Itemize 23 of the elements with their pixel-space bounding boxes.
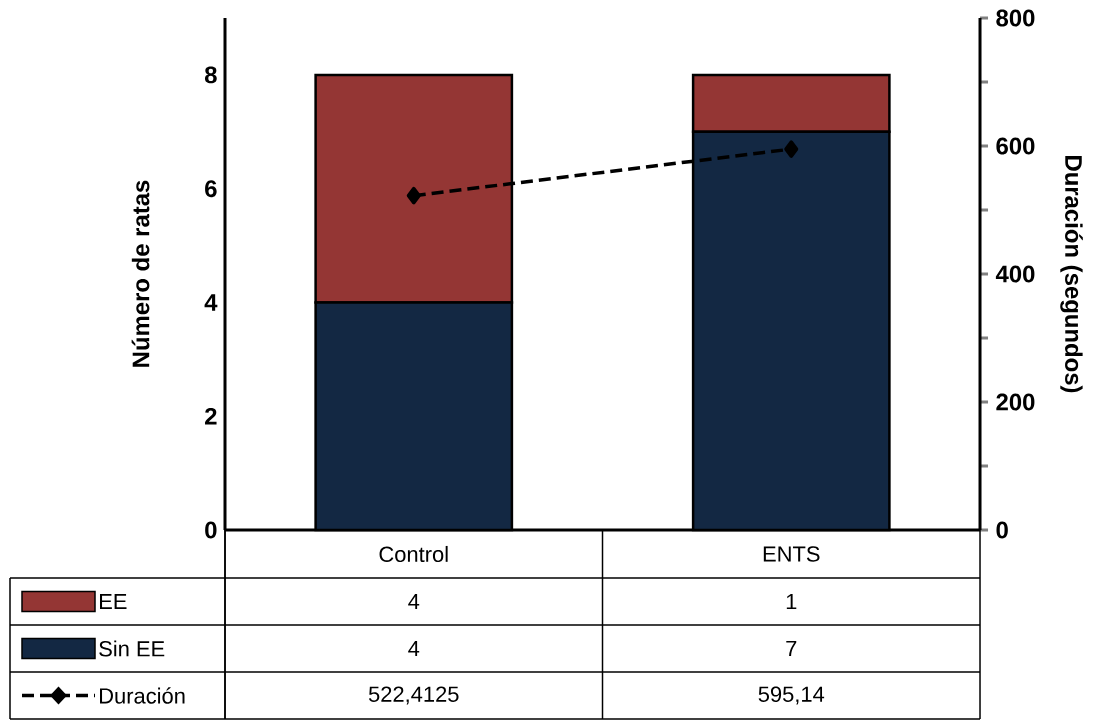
data-label: 1 xyxy=(786,593,797,610)
y-tick-label: 8 xyxy=(204,66,217,84)
y-tick-label: 4 xyxy=(204,294,218,311)
data-label: 7 xyxy=(786,640,797,657)
data-label: 522,4125 xyxy=(368,686,459,705)
legend-label: Sin EE xyxy=(99,640,165,657)
x-tick-label: ENTS xyxy=(763,546,820,562)
y-tick-label: 0 xyxy=(205,521,217,539)
data-label: 4 xyxy=(408,593,420,610)
y2-axis-title: Duración (segundos) xyxy=(1060,156,1083,393)
y2-tick-label: 400 xyxy=(995,265,1035,283)
legend-label: EE xyxy=(100,593,127,610)
legend-label: Duración xyxy=(100,687,185,704)
data-label: 4 xyxy=(408,640,420,657)
y-axis-title: Número de ratas xyxy=(131,180,150,367)
x-tick-label: Control xyxy=(379,545,448,563)
y2-tick-label: 0 xyxy=(996,521,1008,539)
y2-tick-label: 800 xyxy=(996,9,1035,27)
y2-tick-label: 600 xyxy=(996,137,1035,155)
y2-tick-label: 200 xyxy=(996,393,1035,411)
data-label: 595,14 xyxy=(758,686,825,705)
y-tick-label: 2 xyxy=(205,407,217,425)
y-tick-label: 6 xyxy=(205,180,217,198)
